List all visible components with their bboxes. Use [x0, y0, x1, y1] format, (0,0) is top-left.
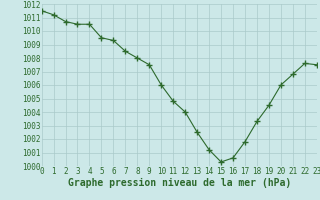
X-axis label: Graphe pression niveau de la mer (hPa): Graphe pression niveau de la mer (hPa) — [68, 178, 291, 188]
